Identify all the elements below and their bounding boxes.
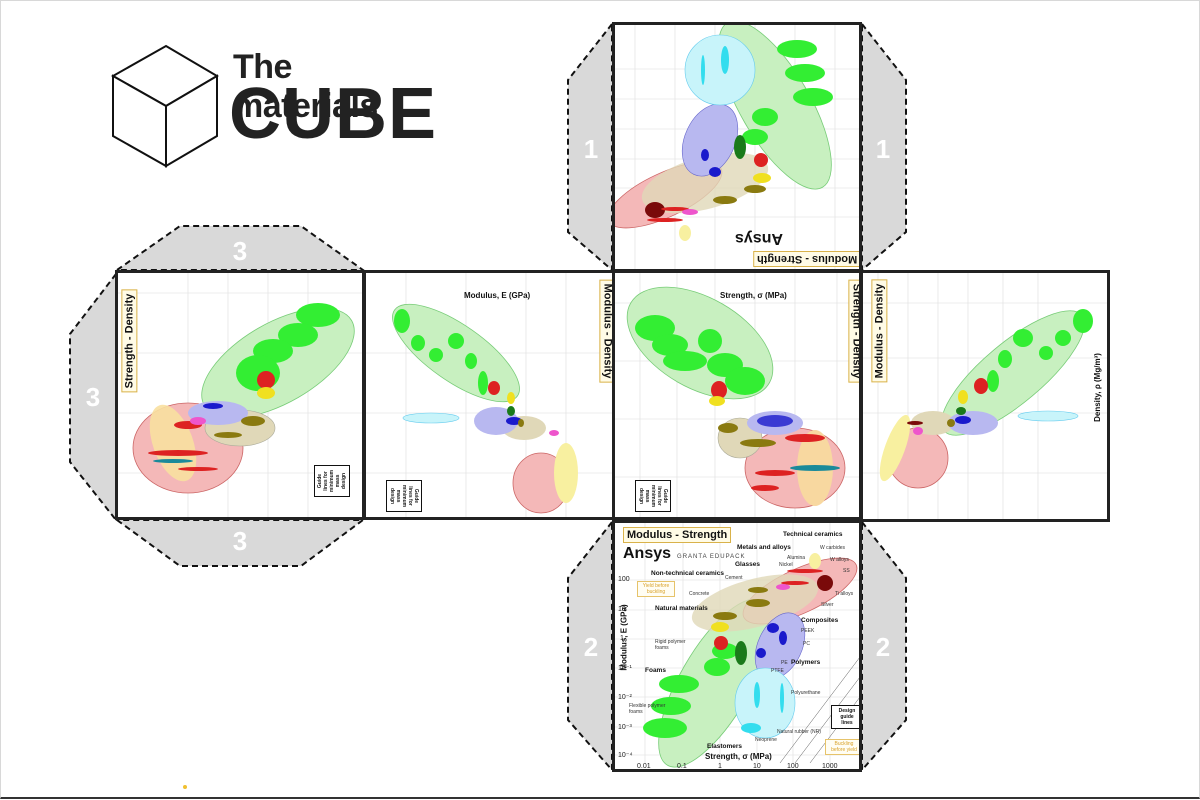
chart-title: Modulus - Strength: [753, 251, 859, 267]
x-tick: 1000: [822, 763, 838, 770]
label-pc: PC: [803, 641, 810, 647]
x-tick: 0.1: [677, 763, 687, 770]
chart-title: Strength - Density: [121, 289, 138, 393]
face-center-strength-density: Strength - Density Strength, σ (MPa) Gui…: [612, 270, 862, 520]
logo: The materials CUBE: [105, 40, 445, 180]
glue-flap-1-left: 1: [558, 22, 614, 272]
x-axis-label: Strength, σ (MPa): [705, 752, 772, 761]
chart-plot: [615, 25, 859, 269]
label-polymers: Polymers: [791, 659, 821, 666]
x-axis-label: Modulus, E (GPa): [464, 291, 531, 300]
chart-title: Modulus - Density: [871, 279, 888, 383]
guide-lines-box: Guide lines for minimum mass design: [314, 465, 350, 497]
chart-plot: [615, 523, 859, 768]
label-cement: Cement: [725, 575, 743, 581]
glue-flap-3-top: 3: [115, 222, 365, 272]
yield-before-buckling-note: Yield before buckling: [637, 581, 675, 597]
brand-ansys: Ansys GRANTA EDUPACK: [623, 545, 746, 562]
glue-flap-1-right: 1: [860, 22, 916, 272]
label-concrete: Concrete: [689, 591, 710, 597]
x-tick: 10: [753, 763, 761, 770]
y-tick: 10: [618, 606, 626, 613]
chart-plot: [863, 273, 1107, 519]
x-tick: 0.01: [637, 763, 651, 770]
label-peek: PEEK: [801, 628, 815, 634]
logo-title-line1: The materials: [233, 48, 378, 125]
y-tick: 10⁻³: [618, 724, 632, 731]
brand-ansys: Ansys: [735, 230, 784, 247]
face-center-left-modulus-density: Modulus - Density Modulus, E (GPa) Guide…: [363, 270, 615, 520]
y-tick: 10⁻¹: [618, 665, 632, 672]
chart-title: Modulus - Strength: [623, 527, 732, 543]
guide-lines-box: Guide lines for minimum mass design: [635, 480, 671, 512]
glue-flap-3-left: 3: [68, 272, 118, 522]
design-guide-lines-box: Design guide lines: [831, 705, 859, 729]
flap-number: 2: [875, 632, 891, 662]
label-ti-alloys: Ti alloys: [835, 591, 854, 597]
label-ss: SS: [843, 568, 850, 574]
glue-flap-2-right: 2: [860, 520, 916, 772]
chart-plot: [615, 273, 859, 517]
chart-plot: [366, 273, 612, 517]
guide-lines-box: Guide lines for minimum mass design: [386, 480, 422, 512]
label-natural-rubber: Natural rubber (NR): [777, 729, 821, 735]
label-technical-ceramics: Technical ceramics: [783, 531, 843, 538]
label-w-carbides: W carbides: [820, 545, 846, 551]
flap-number: 1: [875, 134, 891, 164]
glue-flap-3-bottom: 3: [115, 518, 365, 570]
label-flexible-polymer-foams: Flexible polymer foams: [629, 703, 666, 715]
logo-title-line2: CUBE: [229, 74, 438, 154]
buckling-before-yield-note: Buckling before yield: [825, 739, 859, 755]
label-polyurethane: Polyurethane: [791, 690, 821, 696]
flap-number: 1: [583, 134, 599, 164]
label-rigid-polymer-foams: Rigid polymer foams: [655, 639, 686, 651]
stray-mark: [183, 785, 187, 789]
label-foams: Foams: [645, 667, 666, 674]
flap-number: 3: [232, 236, 248, 266]
flap-number: 3: [85, 382, 101, 412]
flap-number: 2: [583, 632, 599, 662]
glue-flap-2-left: 2: [558, 520, 614, 772]
label-pe: PE: [781, 660, 788, 666]
flap-number: 3: [232, 526, 248, 556]
label-elastomers: Elastomers: [707, 743, 743, 750]
face-left-strength-density: Strength - Density Guide lines for minim…: [115, 270, 365, 520]
label-glasses: Glasses: [735, 561, 760, 568]
label-neoprene: Neoprene: [755, 737, 777, 743]
face-top-modulus-strength: Modulus - Strength Ansys: [612, 22, 862, 272]
label-nickel: Nickel: [779, 562, 793, 568]
label-ptfe: PTFE: [771, 668, 784, 674]
label-non-technical-ceramics: Non-technical ceramics: [651, 570, 724, 577]
x-tick: 1: [718, 763, 722, 770]
face-right-modulus-density: Modulus - Density Density, ρ (Mg/m³): [860, 270, 1110, 522]
label-silver: Silver: [821, 602, 834, 608]
face-bottom-modulus-strength: Modulus - Strength Ansys GRANTA EDUPACK T…: [612, 520, 862, 772]
chart-plot: [118, 273, 362, 517]
label-alumina: Alumina: [787, 555, 806, 561]
y-tick: 10⁻²: [618, 694, 632, 701]
label-composites: Composites: [801, 617, 839, 624]
axis-label: Strength, σ (MPa): [720, 291, 787, 300]
axis-label: Density, ρ (Mg/m³): [1092, 353, 1102, 422]
label-metals-alloys: Metals and alloys: [737, 544, 791, 551]
label-w-alloys: W alloys: [830, 557, 849, 563]
cube-outline-icon: [110, 44, 219, 168]
y-tick: 1: [620, 635, 624, 642]
x-tick: 100: [787, 763, 799, 770]
y-tick: 10⁻⁴: [618, 752, 633, 759]
label-natural-materials: Natural materials: [655, 605, 708, 612]
y-tick: 100: [618, 576, 630, 583]
